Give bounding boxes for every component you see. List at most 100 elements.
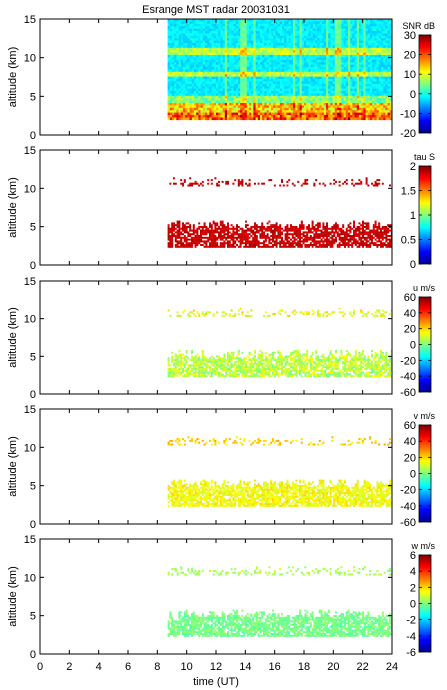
heatmap-cell [211,74,215,77]
heatmap-cell [207,19,210,22]
heatmap-cell [231,43,234,46]
heatmap-cell [196,244,199,246]
heatmap-cell [169,81,173,85]
heatmap-cell [310,91,314,94]
heatmap-cell [359,40,362,44]
heatmap-cell [227,115,230,118]
heatmap-cell [185,43,188,46]
heatmap-cell [301,100,305,104]
heatmap-cell [244,95,248,99]
heatmap-cell [315,59,318,63]
heatmap-cell [363,50,366,53]
heatmap-cell [200,35,204,39]
heatmap-cell [238,64,241,68]
heatmap-cell [361,79,364,82]
heatmap-cell [233,100,237,104]
heatmap-cell [220,110,223,113]
heatmap-cell [251,105,254,109]
heatmap-cell [345,23,349,27]
heatmap-cell [224,83,228,87]
heatmap-cell [315,83,318,87]
heatmap-cell [183,67,186,70]
heatmap-cell [339,105,342,109]
heatmap-cell [246,233,249,236]
heatmap-cell [187,31,190,34]
heatmap-cell [268,57,272,61]
heatmap-cell [312,83,316,87]
heatmap-cell [326,71,329,75]
heatmap-cell [187,59,190,63]
heatmap-cell [229,88,232,92]
heatmap-cell [249,35,252,39]
heatmap-cell [196,40,199,44]
heatmap-cell [202,57,206,61]
heatmap-cell [385,76,388,80]
heatmap-cell [218,45,221,49]
heatmap-cell [330,91,333,94]
heatmap-cell [169,91,173,94]
heatmap-cell [330,103,333,106]
heatmap-cell [238,91,241,94]
heatmap-cell [385,45,388,49]
heatmap-cell [255,64,259,68]
heatmap-cell [235,117,239,121]
heatmap-cell [359,74,362,77]
heatmap-cell [213,76,217,80]
heatmap-cell [343,59,347,63]
heatmap-cell [203,224,206,227]
heatmap-cell [299,117,303,121]
heatmap-cell [231,59,234,63]
heatmap-cell [326,62,329,65]
heatmap-cell [222,62,226,65]
heatmap-cell [174,115,177,118]
heatmap-cell [246,31,250,34]
heatmap-cell [178,57,182,61]
heatmap-cell [211,35,215,39]
heatmap-cell [249,64,252,68]
heatmap-cell [293,79,296,82]
heatmap-cell [236,231,238,234]
heatmap-cell [345,33,349,37]
heatmap-cell [198,19,201,22]
heatmap-cell [378,35,382,39]
heatmap-cell [378,100,382,104]
heatmap-cell [202,40,206,44]
heatmap-cell [238,115,241,118]
heatmap-cell [245,224,247,227]
heatmap-cell [279,23,283,27]
heatmap-cell [365,95,369,99]
heatmap-cell [312,28,316,32]
heatmap-cell [310,103,314,106]
heatmap-cell [178,59,182,63]
heatmap-cell [306,81,309,85]
heatmap-cell [301,93,305,97]
heatmap-cell [268,105,272,109]
heatmap-cell [339,33,342,37]
heatmap-cell [332,98,336,101]
heatmap-cell [288,43,292,46]
heatmap-cell [372,35,375,39]
heatmap-cell [275,244,278,246]
heatmap-cell [213,21,217,25]
heatmap-cell [221,229,224,232]
heatmap-cell [176,103,179,106]
heatmap-cell [173,233,175,236]
heatmap-cell [207,31,210,34]
heatmap-cell [290,43,294,46]
heatmap-cell [337,38,340,41]
heatmap-cell [262,91,265,94]
heatmap-cell [361,57,364,61]
heatmap-cell [339,55,342,58]
heatmap-cell [317,52,320,56]
heatmap-cell [176,224,179,227]
heatmap-cell [260,33,263,37]
heatmap-cell [216,83,219,87]
heatmap-cell [301,110,305,113]
heatmap-cell [334,28,338,32]
heatmap-cell [284,71,287,75]
heatmap-cell [178,224,181,227]
heatmap-cell [222,33,226,37]
heatmap-cell [323,110,327,113]
heatmap-cell [176,105,179,109]
heatmap-cell [268,107,272,111]
